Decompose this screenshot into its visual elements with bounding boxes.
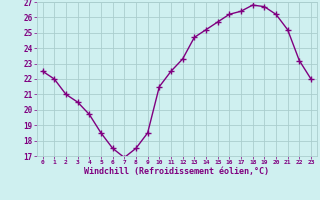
X-axis label: Windchill (Refroidissement éolien,°C): Windchill (Refroidissement éolien,°C) xyxy=(84,167,269,176)
